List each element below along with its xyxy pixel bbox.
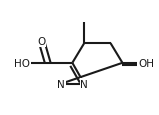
Text: N: N <box>57 79 65 89</box>
Text: HO: HO <box>14 58 30 68</box>
Text: N: N <box>80 79 88 89</box>
Text: O: O <box>37 36 45 46</box>
Text: OH: OH <box>138 58 154 68</box>
